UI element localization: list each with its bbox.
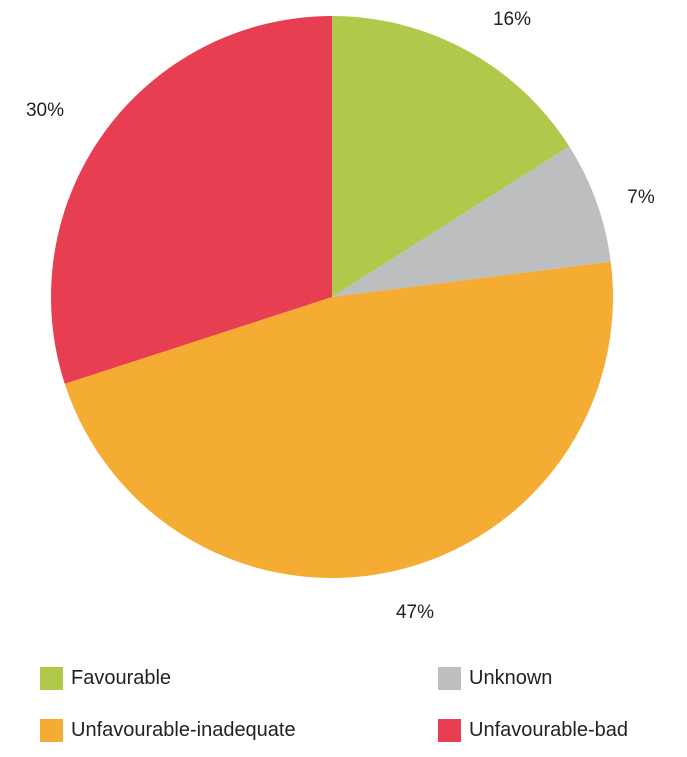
pie-slice-unfavourable-inadequate xyxy=(64,261,613,578)
legend: Favourable Unknown Unfavourable-inadequa… xyxy=(40,665,680,743)
legend-label-unfavourable-bad: Unfavourable-bad xyxy=(469,719,628,741)
slice-label-unfavourable-inadequate: 47% xyxy=(396,602,434,623)
legend-label-favourable: Favourable xyxy=(71,667,172,689)
legend-swatch-unknown xyxy=(438,666,461,690)
pie-slice-favourable xyxy=(332,16,570,297)
legend-item-unknown: Unknown xyxy=(438,665,680,691)
legend-item-unfavourable-bad: Unfavourable-bad xyxy=(438,717,680,743)
legend-item-unfavourable-inadequate: Unfavourable-inadequate xyxy=(40,717,438,743)
legend-swatch-favourable xyxy=(40,666,63,690)
slice-label-unfavourable-bad: 30% xyxy=(26,100,64,121)
pie-chart: 16% 7% 47% 30% xyxy=(26,9,655,623)
legend-swatch-unfavourable-inadequate xyxy=(40,718,63,742)
pie-slice-unfavourable-bad xyxy=(50,16,332,384)
slice-label-unknown: 7% xyxy=(627,187,655,208)
pie-slice-unknown xyxy=(332,146,611,297)
legend-item-favourable: Favourable xyxy=(40,665,438,691)
legend-swatch-unfavourable-bad xyxy=(438,718,461,742)
legend-label-unfavourable-inadequate: Unfavourable-inadequate xyxy=(71,719,296,741)
slice-label-favourable: 16% xyxy=(493,9,531,30)
legend-label-unknown: Unknown xyxy=(469,667,553,689)
